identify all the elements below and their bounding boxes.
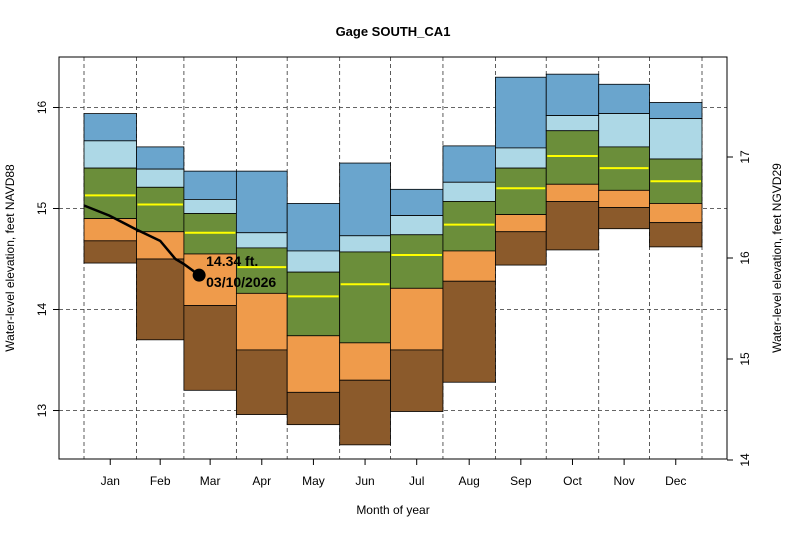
- x-tick-label: Apr: [252, 474, 271, 488]
- band-p25-p10-jul: [390, 287, 444, 351]
- band-p90-p75-dec: [649, 118, 703, 160]
- band-p25-p10-nov: [598, 189, 650, 208]
- band-max-p90-dec: [649, 102, 703, 120]
- band-p90-p75-nov: [598, 113, 650, 148]
- band-max-p90-jan: [83, 113, 137, 142]
- band-p90-p75-jan: [83, 140, 137, 169]
- band-p90-p75-jul: [390, 215, 444, 236]
- band-p75-p25-aug: [442, 201, 496, 252]
- x-tick-label: Dec: [665, 474, 686, 488]
- y-tick-label-right: 16: [738, 251, 752, 265]
- x-axis-label: Month of year: [356, 503, 429, 517]
- band-p90-p75-sep: [495, 147, 547, 169]
- y-tick-label-left: 16: [35, 101, 49, 115]
- band-p10-min-jul: [390, 349, 444, 412]
- band-p90-p75-jun: [339, 235, 391, 253]
- percentile-bands: [83, 73, 703, 446]
- current-year-polyline: [83, 204, 200, 277]
- y-tick-label-right: 17: [738, 150, 752, 164]
- band-p75-p25-jan: [83, 167, 137, 220]
- band-p10-min-jan: [83, 240, 137, 264]
- band-p10-min-oct: [545, 201, 600, 251]
- band-max-p90-jul: [390, 188, 444, 216]
- band-p75-p25-jun: [339, 251, 391, 344]
- band-p75-p25-sep: [495, 167, 547, 215]
- y-tick-label-left: 13: [35, 404, 49, 418]
- band-max-p90-mar: [183, 170, 237, 200]
- band-p75-p25-may: [286, 271, 341, 337]
- x-tick-label: Oct: [563, 474, 582, 488]
- y-tick-label-right: 15: [738, 352, 752, 366]
- x-tick-label: Mar: [200, 474, 221, 488]
- band-p75-p25-oct: [545, 130, 600, 185]
- y-axis-label-right: Water-level elevation, feet NGVD29: [770, 163, 784, 353]
- band-max-p90-feb: [136, 146, 185, 170]
- x-tick-label: May: [302, 474, 325, 488]
- band-p10-min-feb: [136, 258, 185, 341]
- band-p90-p75-oct: [545, 115, 600, 132]
- band-p90-p75-aug: [442, 181, 496, 202]
- current-year-line: [83, 204, 206, 282]
- x-tick-label: Aug: [459, 474, 480, 488]
- band-max-p90-apr: [235, 170, 288, 234]
- current-value-marker: [192, 268, 206, 282]
- band-p25-p10-oct: [545, 183, 600, 202]
- x-tick-label: Feb: [150, 474, 171, 488]
- band-p75-p25-feb: [136, 186, 185, 233]
- x-tick-label: Jun: [355, 474, 374, 488]
- band-p75-p25-apr: [235, 247, 288, 294]
- band-max-p90-oct: [545, 73, 600, 116]
- band-p10-min-may: [286, 391, 341, 426]
- band-p90-p75-apr: [235, 232, 288, 249]
- band-p90-p75-may: [286, 250, 341, 273]
- band-max-p90-aug: [442, 145, 496, 183]
- band-p75-p25-mar: [183, 213, 237, 255]
- current-date-label: 03/10/2026: [206, 274, 276, 290]
- x-tick-label: Nov: [613, 474, 634, 488]
- band-p25-p10-mar: [183, 253, 237, 306]
- band-p25-p10-jun: [339, 342, 391, 381]
- current-value-label: 14.34 ft.: [206, 253, 258, 269]
- band-p10-min-dec: [649, 222, 703, 248]
- y-axis-label-left: Water-level elevation, feet NAVD88: [3, 164, 17, 352]
- band-p75-p25-jul: [390, 234, 444, 289]
- band-p25-p10-dec: [649, 203, 703, 224]
- band-p25-p10-may: [286, 335, 341, 393]
- band-p25-p10-aug: [442, 250, 496, 282]
- band-p10-min-nov: [598, 207, 650, 230]
- band-max-p90-may: [286, 203, 341, 252]
- band-p25-p10-sep: [495, 214, 547, 233]
- band-p90-p75-mar: [183, 199, 237, 214]
- x-tick-label: Jan: [101, 474, 120, 488]
- band-max-p90-jun: [339, 162, 391, 237]
- y-tick-label-left: 15: [35, 202, 49, 216]
- y-tick-label-left: 14: [35, 303, 49, 317]
- band-p25-p10-apr: [235, 292, 288, 351]
- band-p10-min-apr: [235, 349, 288, 415]
- band-p25-p10-jan: [83, 218, 137, 242]
- band-p10-min-sep: [495, 231, 547, 266]
- x-tick-label: Jul: [409, 474, 424, 488]
- y-tick-label-right: 14: [738, 453, 752, 467]
- band-p90-p75-feb: [136, 168, 185, 188]
- band-max-p90-sep: [495, 76, 547, 149]
- chart-title: Gage SOUTH_CA1: [336, 24, 451, 39]
- band-p25-p10-feb: [136, 231, 185, 260]
- band-max-p90-nov: [598, 83, 650, 114]
- axes: Jan Feb Mar Apr May Jun Jul Aug Sep Oct Nov Dec 13 14…: [35, 101, 752, 488]
- band-p10-min-mar: [183, 305, 237, 391]
- x-tick-label: Sep: [510, 474, 532, 488]
- band-p10-min-jun: [339, 379, 391, 446]
- band-p10-min-aug: [442, 280, 496, 383]
